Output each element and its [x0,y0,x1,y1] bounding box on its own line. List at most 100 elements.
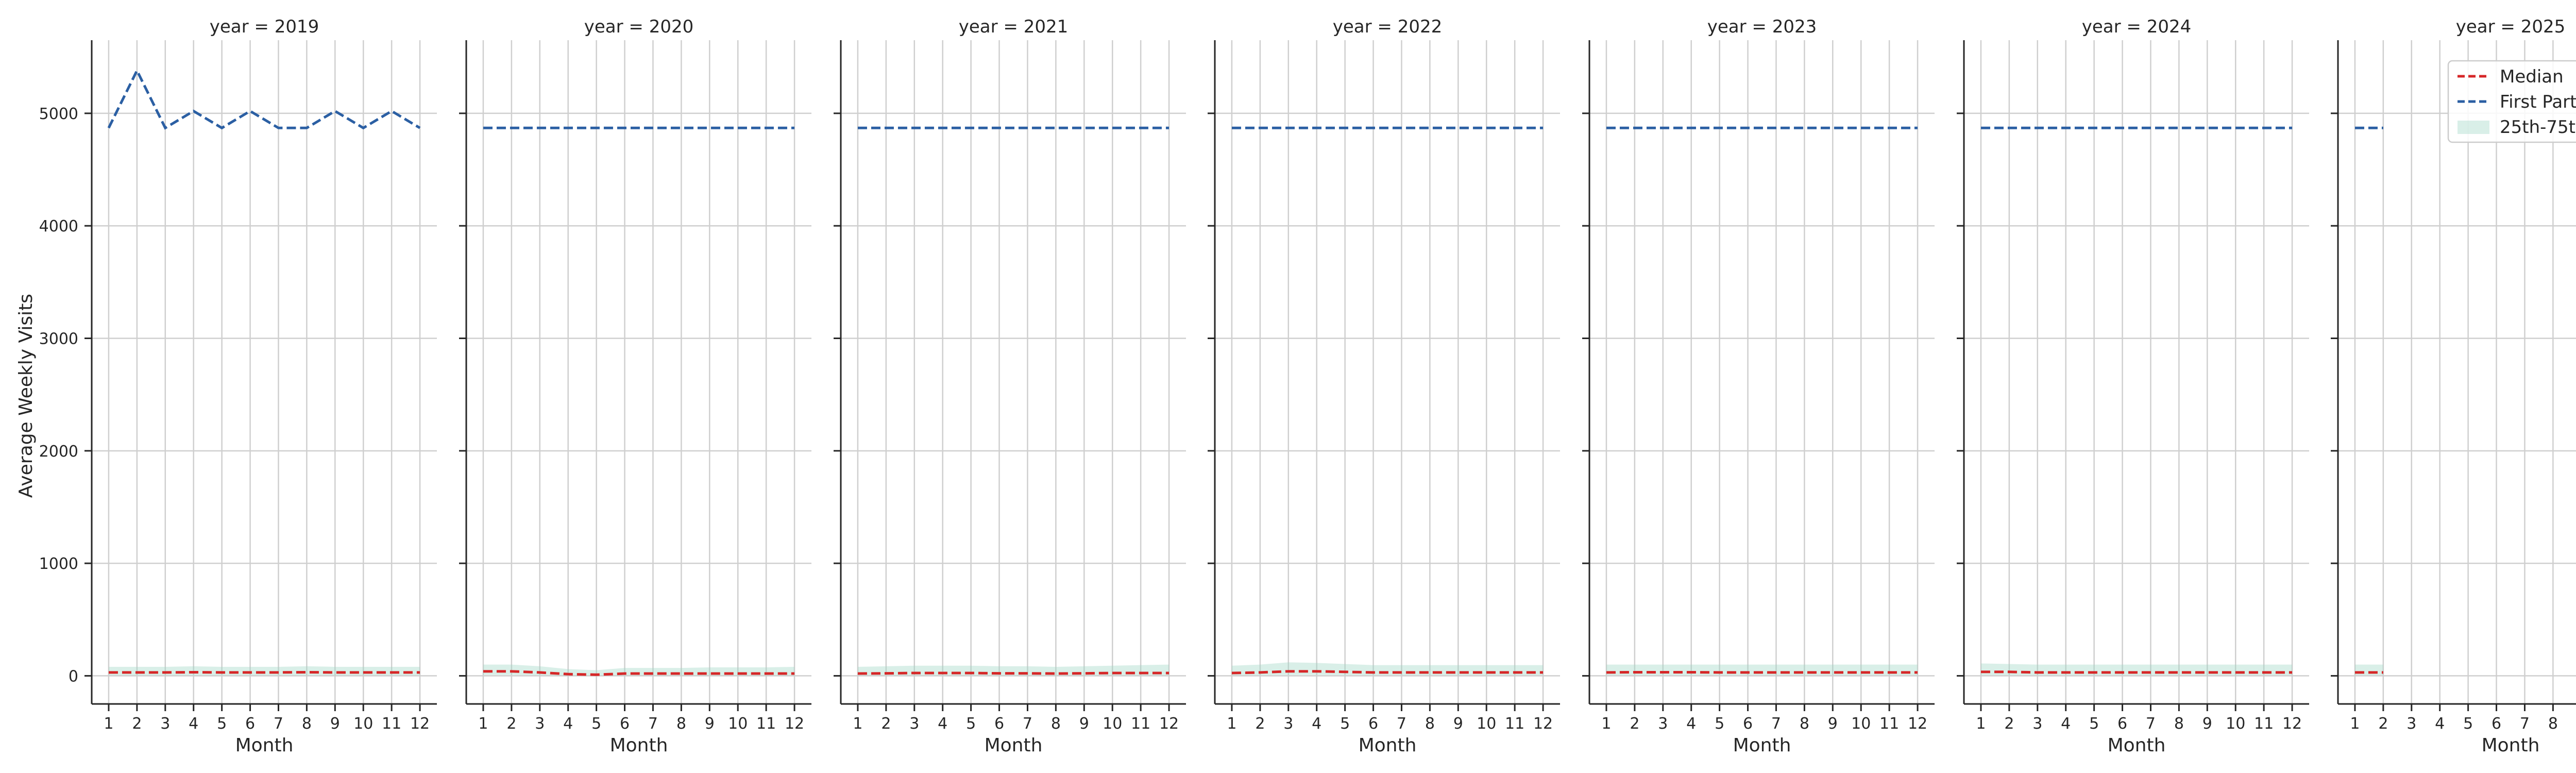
x-tick-label: 1 [1601,715,1611,733]
x-tick-label: 2 [1255,715,1265,733]
x-tick-label: 12 [1908,715,1927,733]
x-tick-label: 12 [785,715,804,733]
x-tick-label: 5 [217,715,227,733]
median-line [483,670,795,676]
legend-label: 25th-75th Percentile [2500,117,2576,138]
median-line [857,671,1170,675]
panel-title: year = 2021 [959,16,1068,37]
x-tick-label: 10 [1851,715,1871,733]
median-line [1980,670,2293,674]
x-tick-label: 10 [1477,715,1496,733]
first-party-median-line [107,68,421,130]
x-tick-label: 10 [353,715,373,733]
x-axis-label: Month [1359,735,1417,756]
x-tick-label: 9 [1079,715,1089,733]
legend-box [2447,60,2576,143]
x-tick-label: 6 [1743,715,1753,733]
x-tick-label: 3 [2406,715,2416,733]
x-tick-label: 6 [2492,715,2501,733]
x-tick-label: 5 [1715,715,1724,733]
x-tick-label: 3 [2032,715,2042,733]
x-tick-label: 7 [2146,715,2156,733]
x-tick-label: 1 [1227,715,1236,733]
x-tick-label: 12 [1159,715,1179,733]
x-tick-label: 3 [535,715,545,733]
panel-title: year = 2024 [2082,16,2191,37]
panel-title: year = 2022 [1333,16,1442,37]
x-tick-label: 7 [2520,715,2530,733]
x-tick-label: 1 [1976,715,1986,733]
legend-swatch-band [2458,121,2489,134]
x-axis-label: Month [985,735,1043,756]
x-tick-label: 8 [302,715,312,733]
x-tick-label: 9 [330,715,340,733]
x-tick-label: 8 [1800,715,1809,733]
x-tick-label: 9 [705,715,715,733]
x-tick-label: 9 [2202,715,2212,733]
x-tick-label: 5 [1340,715,1350,733]
x-tick-label: 5 [591,715,601,733]
legend-label: First Party Median [2500,92,2576,112]
x-tick-label: 4 [1312,715,1321,733]
y-tick-label: 1000 [39,555,78,573]
y-tick-label: 0 [69,667,78,685]
x-tick-label: 2 [132,715,142,733]
x-tick-label: 3 [1658,715,1668,733]
x-tick-label: 12 [2282,715,2302,733]
x-tick-label: 10 [2226,715,2245,733]
x-axis-label: Month [1733,735,1791,756]
x-tick-label: 8 [2174,715,2184,733]
x-tick-label: 11 [1131,715,1150,733]
y-tick-label: 5000 [39,105,78,123]
x-tick-label: 4 [189,715,198,733]
x-tick-label: 4 [938,715,947,733]
x-tick-label: 7 [648,715,658,733]
x-tick-label: 11 [382,715,401,733]
x-tick-label: 7 [1023,715,1032,733]
x-tick-label: 6 [2117,715,2127,733]
x-tick-label: 1 [853,715,862,733]
x-tick-label: 8 [1051,715,1061,733]
x-tick-label: 12 [1533,715,1553,733]
x-axis-label: Month [610,735,668,756]
x-tick-label: 4 [1686,715,1696,733]
x-tick-label: 5 [966,715,976,733]
x-tick-label: 3 [909,715,919,733]
x-tick-label: 10 [1103,715,1122,733]
x-tick-label: 11 [1505,715,1524,733]
x-tick-label: 4 [563,715,573,733]
x-tick-label: 2 [881,715,891,733]
x-tick-label: 7 [274,715,283,733]
panel-title: year = 2019 [210,16,319,37]
x-tick-label: 2 [2004,715,2014,733]
x-tick-label: 4 [2435,715,2445,733]
x-tick-label: 3 [1283,715,1293,733]
x-tick-label: 6 [620,715,630,733]
x-tick-label: 6 [994,715,1004,733]
panel-title: year = 2020 [584,16,693,37]
x-tick-label: 4 [2061,715,2071,733]
x-tick-label: 8 [676,715,686,733]
panel-0: 1 2 3 4 5 6 7 8 9 10 11 12010002000300040005000year… [39,16,437,756]
x-tick-label: 6 [1368,715,1378,733]
x-tick-label: 11 [2254,715,2274,733]
legend: Median First Party Median 25th-75th Percen… [2447,60,2576,143]
x-tick-label: 10 [728,715,748,733]
x-tick-label: 11 [756,715,776,733]
x-tick-label: 2 [2378,715,2388,733]
x-tick-label: 3 [160,715,170,733]
x-axis-label: Month [2108,735,2166,756]
chart-panels: 1 2 3 4 5 6 7 8 9 10 11 12010002000300040005000year… [39,16,2576,756]
panel-title: year = 2025 [2456,16,2565,37]
x-tick-label: 1 [2350,715,2360,733]
x-tick-label: 2 [1630,715,1639,733]
y-axis-label: Average Weekly Visits [15,294,37,498]
panel-title: year = 2023 [1707,16,1817,37]
